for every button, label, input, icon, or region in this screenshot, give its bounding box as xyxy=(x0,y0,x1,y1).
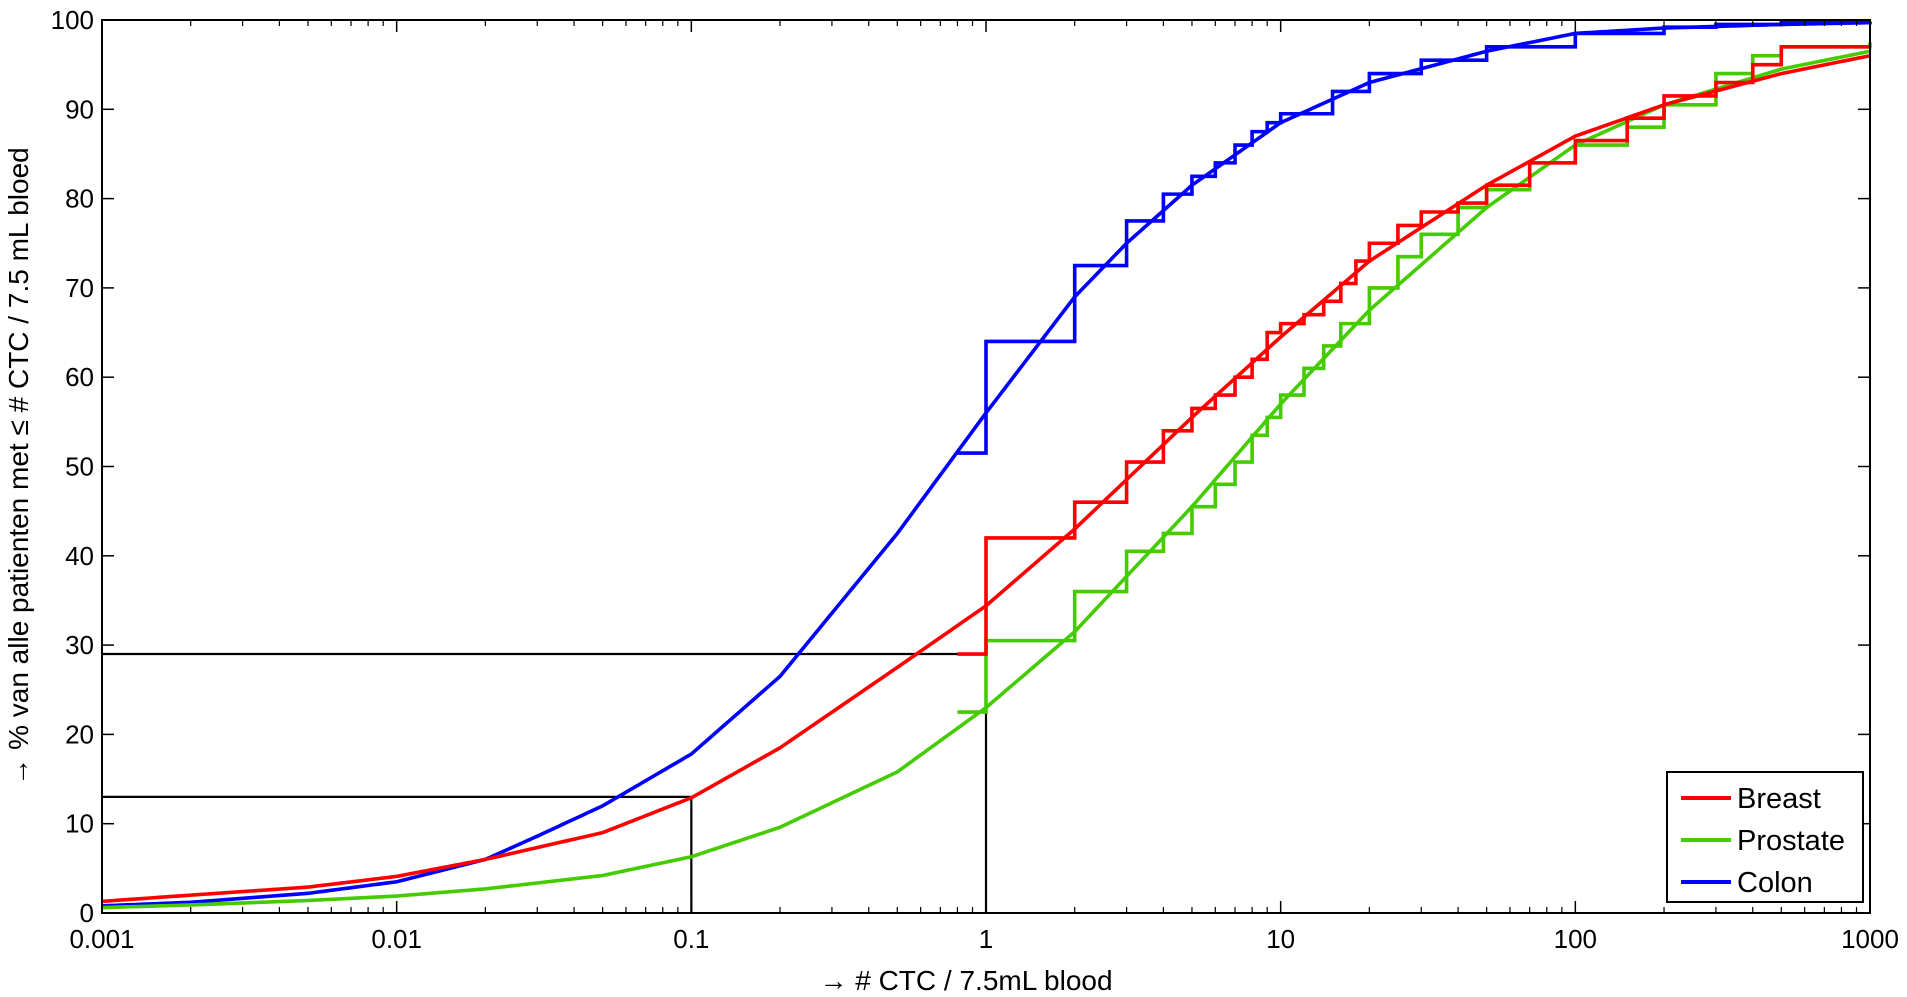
x-tick-label: 10 xyxy=(1266,924,1295,954)
y-tick-label: 90 xyxy=(65,94,94,124)
y-tick-label: 0 xyxy=(80,898,94,928)
x-tick-label: 1 xyxy=(979,924,993,954)
x-axis-title: → # CTC / 7.5mL blood xyxy=(819,965,1112,996)
x-tick-label: 0.1 xyxy=(673,924,709,954)
y-tick-label: 50 xyxy=(65,452,94,482)
y-axis-title: → % van alle patienten met ≤ # CTC / 7.5… xyxy=(3,147,34,785)
y-tick-label: 10 xyxy=(65,809,94,839)
x-tick-label: 100 xyxy=(1554,924,1597,954)
x-tick-label: 0.001 xyxy=(69,924,134,954)
legend-label-breast: Breast xyxy=(1737,783,1821,815)
y-tick-label: 60 xyxy=(65,362,94,392)
x-tick-label: 0.01 xyxy=(371,924,422,954)
legend-label-prostate: Prostate xyxy=(1737,825,1845,857)
series-lines xyxy=(101,20,1872,910)
y-tick-label: 100 xyxy=(51,5,94,35)
series-steps-colon xyxy=(957,20,1872,455)
y-tick-label: 80 xyxy=(65,184,94,214)
series-steps-breast xyxy=(957,44,1870,656)
legend: Breast Prostate Colon xyxy=(1666,771,1864,903)
x-tick-label: 1000 xyxy=(1841,924,1899,954)
legend-label-colon: Colon xyxy=(1737,867,1813,899)
y-tick-label: 70 xyxy=(65,273,94,303)
y-tick-label: 20 xyxy=(65,719,94,749)
y-tick-label: 30 xyxy=(65,630,94,660)
y-tick-label: 40 xyxy=(65,541,94,571)
axes: 0.001 0.01 0.1 1 10 100 1000 0 10 20 30 40 50 60 70 80 9… xyxy=(51,5,1899,954)
